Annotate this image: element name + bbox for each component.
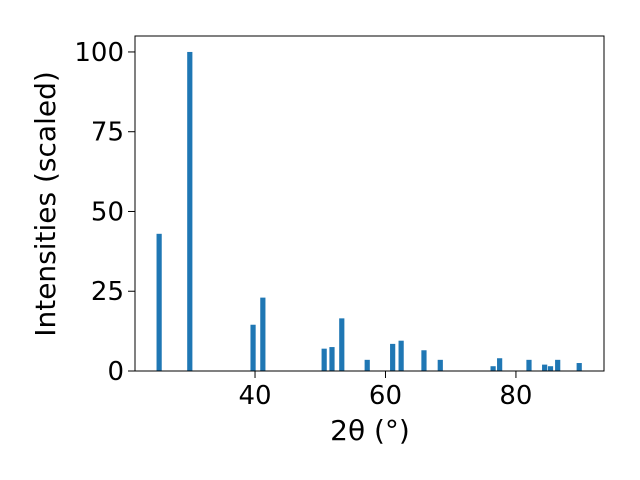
bar [490,366,496,371]
y-tick-label: 0 [107,357,124,387]
x-axis-label: 2θ (°) [330,414,410,447]
bar [321,348,327,371]
x-tick-label: 40 [238,381,271,411]
bar [497,358,503,371]
bar [260,297,266,371]
bar [364,359,370,371]
bar [542,364,548,371]
bar [390,343,396,371]
bar [576,363,582,371]
bar [187,51,193,371]
bar [555,359,561,371]
bar [437,359,443,371]
bar [339,318,345,371]
x-tick-label: 60 [369,381,402,411]
bar [250,324,256,371]
bar [329,347,335,371]
bar [547,366,554,371]
y-tick-label: 75 [91,118,124,148]
x-tick-label: 80 [499,381,532,411]
y-tick-label: 100 [74,38,124,68]
y-tick-label: 25 [91,277,124,307]
plot-frame [134,35,605,372]
bar [526,359,532,371]
bar [156,233,162,371]
bar [421,350,427,371]
y-tick-label: 50 [91,197,124,227]
y-axis-label: Intensities (scaled) [29,71,62,337]
bar [398,340,404,371]
